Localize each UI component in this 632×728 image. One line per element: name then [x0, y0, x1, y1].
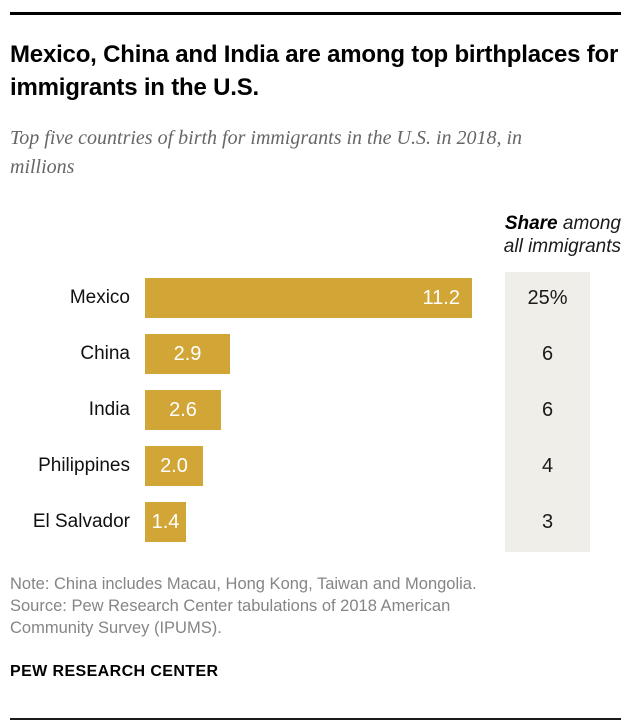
- bar-value-label: 1.4: [151, 510, 180, 533]
- share-column-header: Share among all immigrants: [504, 212, 621, 258]
- bar: 2.6: [145, 390, 221, 430]
- share-column-background: [505, 272, 590, 552]
- share-value: 3: [541, 511, 554, 533]
- share-value: 25%: [527, 287, 568, 309]
- country-label: India: [88, 399, 130, 420]
- country-label: El Salvador: [32, 511, 130, 532]
- country-label: China: [80, 343, 130, 364]
- share-header-bold: Share: [504, 213, 558, 234]
- bar: 2.9: [145, 334, 230, 374]
- bar: 2.0: [145, 446, 203, 486]
- bottom-rule: [10, 718, 621, 720]
- chart-subtitle: Top five countries of birth for immigran…: [10, 127, 523, 178]
- share-value: 4: [541, 455, 554, 477]
- bar: 1.4: [145, 502, 186, 542]
- country-label: Mexico: [69, 287, 130, 308]
- chart-title: Mexico, China and India are among top bi…: [10, 41, 619, 101]
- country-label: Philippines: [38, 455, 130, 476]
- share-header-rest: among: [557, 213, 621, 234]
- share-value: 6: [541, 343, 554, 365]
- share-header-line1: Share among: [504, 212, 621, 235]
- top-rule: [10, 12, 621, 15]
- bar: 11.2: [145, 278, 472, 318]
- footnotes: Note: China includes Macau, Hong Kong, T…: [10, 573, 530, 639]
- share-value: 6: [541, 399, 554, 421]
- bar-value-label: 2.6: [169, 398, 197, 421]
- share-header-line2: all immigrants: [503, 236, 621, 257]
- note-text: Note: China includes Macau, Hong Kong, T…: [10, 575, 477, 593]
- brand-label: PEW RESEARCH CENTER: [10, 663, 219, 680]
- bar-value-label: 2.9: [173, 342, 202, 365]
- bar-value-label: 11.2: [422, 286, 460, 309]
- source-text: Source: Pew Research Center tabulations …: [10, 597, 451, 637]
- bar-value-label: 2.0: [160, 454, 188, 477]
